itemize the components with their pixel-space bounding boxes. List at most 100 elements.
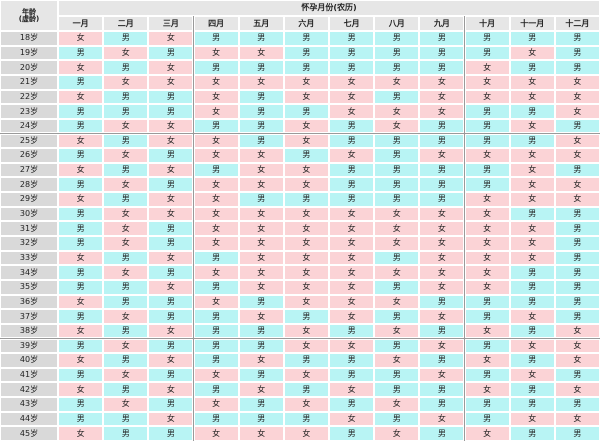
gender-cell: 女 [238,279,284,295]
gender-cell: 男 [148,294,194,310]
gender-cell: 女 [464,323,510,339]
gender-cell: 女 [464,353,510,368]
gender-cell: 男 [148,89,194,105]
age-cell: 40岁 [0,353,58,368]
gender-cell: 男 [419,382,465,398]
gender-cell: 男 [238,397,284,412]
gender-cell: 男 [148,236,194,251]
gender-cell: 女 [148,382,194,398]
age-cell: 23岁 [0,104,58,119]
gender-cell: 男 [193,250,239,266]
gender-cell: 女 [283,323,329,339]
gender-cell: 男 [464,31,510,46]
gender-cell: 女 [509,162,555,178]
gender-cell: 男 [419,397,465,412]
gender-cell: 男 [58,411,104,427]
age-header-line: 年龄 [22,7,36,16]
gender-cell: 男 [238,31,284,46]
gender-cell: 女 [238,74,284,90]
gender-cell: 男 [58,177,104,193]
gender-cell: 女 [509,221,555,236]
gender-cell: 女 [419,309,465,324]
gender-cell: 女 [509,148,555,163]
age-cell: 35岁 [0,279,58,295]
gender-cell: 女 [238,148,284,163]
gender-cell: 女 [238,45,284,61]
gender-cell: 女 [148,162,194,178]
gender-cell: 男 [283,104,329,119]
gender-cell: 男 [103,353,149,368]
gender-cell: 男 [193,60,239,75]
gender-cell: 男 [103,323,149,339]
gender-cell: 女 [103,118,149,134]
age-cell: 37岁 [0,309,58,324]
gender-cell: 男 [329,397,375,412]
gender-cell: 男 [103,192,149,207]
gender-cell: 女 [193,104,239,119]
age-cell: 32岁 [0,236,58,251]
gender-cell: 男 [509,294,555,310]
gender-cell: 男 [509,397,555,412]
gender-cell: 女 [509,411,555,427]
gender-cell: 男 [554,250,600,266]
gender-cell: 女 [419,250,465,266]
gender-cell: 男 [193,338,239,354]
gender-cell: 女 [148,206,194,222]
gender-cell: 女 [238,236,284,251]
gender-cell: 男 [509,323,555,339]
gender-cell: 女 [103,206,149,222]
gender-cell: 女 [58,192,104,207]
gender-cell: 女 [58,323,104,339]
gender-cell: 女 [148,31,194,46]
gender-cell: 男 [103,104,149,119]
gender-cell: 女 [374,294,420,310]
age-cell: 18岁 [0,31,58,46]
gender-cell: 男 [58,74,104,90]
gender-cell: 女 [509,192,555,207]
gender-cell: 男 [374,367,420,383]
gender-cell: 男 [58,206,104,222]
gender-cell: 男 [148,221,194,236]
gender-cell: 男 [419,294,465,310]
gender-cell: 男 [329,192,375,207]
gender-cell: 女 [193,206,239,222]
gender-cell: 女 [374,236,420,251]
gender-cell: 女 [329,382,375,398]
gender-cell: 女 [283,426,329,441]
gender-cell: 男 [283,31,329,46]
gender-cell: 男 [464,367,510,383]
gender-cell: 男 [148,426,194,441]
gender-cell: 男 [464,45,510,61]
gender-cell: 女 [238,162,284,178]
gender-cell: 男 [374,162,420,178]
gender-cell: 女 [464,74,510,90]
gender-cell: 男 [193,162,239,178]
age-cell: 38岁 [0,323,58,339]
gender-cell: 男 [554,367,600,383]
gender-cell: 男 [509,279,555,295]
gender-cell: 男 [238,118,284,134]
gender-cell: 女 [464,426,510,441]
gender-cell: 男 [329,60,375,75]
gender-cell: 男 [554,162,600,178]
gender-cell: 男 [193,382,239,398]
gender-cell: 男 [283,309,329,324]
month-header: 二月 [103,16,149,31]
gender-cell: 男 [103,250,149,266]
gender-cell: 女 [329,294,375,310]
age-cell: 30岁 [0,206,58,222]
gender-cell: 男 [464,294,510,310]
gender-cell: 女 [103,45,149,61]
gender-cell: 女 [58,426,104,441]
gender-cell: 男 [148,45,194,61]
gender-cell: 男 [329,162,375,178]
gender-cell: 男 [103,133,149,149]
gender-cell: 男 [464,118,510,134]
gender-cell: 女 [419,89,465,105]
gender-cell: 女 [283,250,329,266]
month-header: 五月 [238,16,284,31]
gender-cell: 女 [148,133,194,149]
gender-cell: 女 [193,265,239,280]
gender-cell: 女 [148,279,194,295]
gender-cell: 女 [329,104,375,119]
